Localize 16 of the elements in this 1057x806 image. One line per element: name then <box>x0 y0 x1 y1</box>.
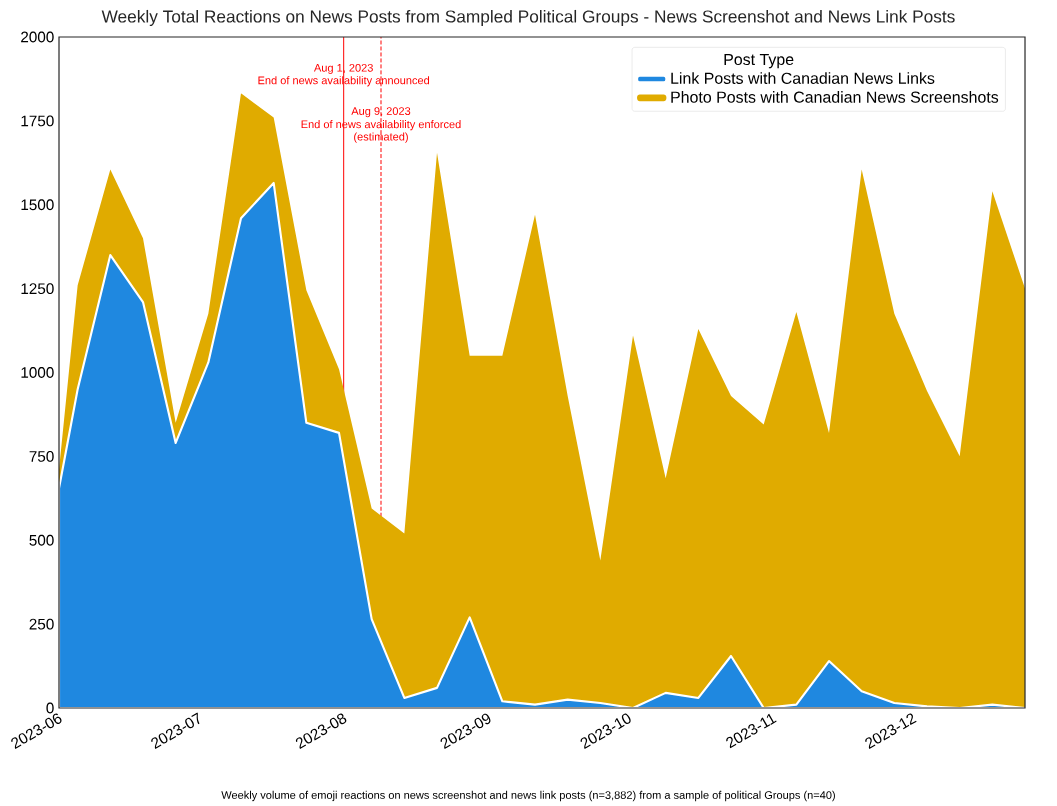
legend-title: Post Type <box>724 53 794 69</box>
y-tick-label: 2000 <box>21 31 54 43</box>
y-tick-label: 1250 <box>21 283 54 295</box>
text: Weekly volume of emoji reactions on news screenshot and news link posts (n=3,882) from a sample of political Groups (n=40) <box>221 790 835 802</box>
y-tick-label: 0 <box>46 702 54 714</box>
y-tick-label: 500 <box>29 534 54 546</box>
y-tick-label: 250 <box>29 618 54 630</box>
legend-label: Photo Posts with Canadian News Screenshots <box>671 91 999 103</box>
chart-title: Weekly Total Reactions on News Posts from Sampled Political Groups - News Screenshot and News Link Posts <box>101 9 955 27</box>
y-tick-label: 1500 <box>21 199 54 211</box>
annotation: (estimated) <box>354 132 408 143</box>
legend-label: Link Posts with Canadian News Links <box>671 72 935 84</box>
annotation: Aug 9, 2023 <box>351 107 411 118</box>
y-tick-label: 1000 <box>21 367 54 378</box>
y-tick-label: 1750 <box>21 115 54 127</box>
y-tick-label: 750 <box>29 450 54 462</box>
